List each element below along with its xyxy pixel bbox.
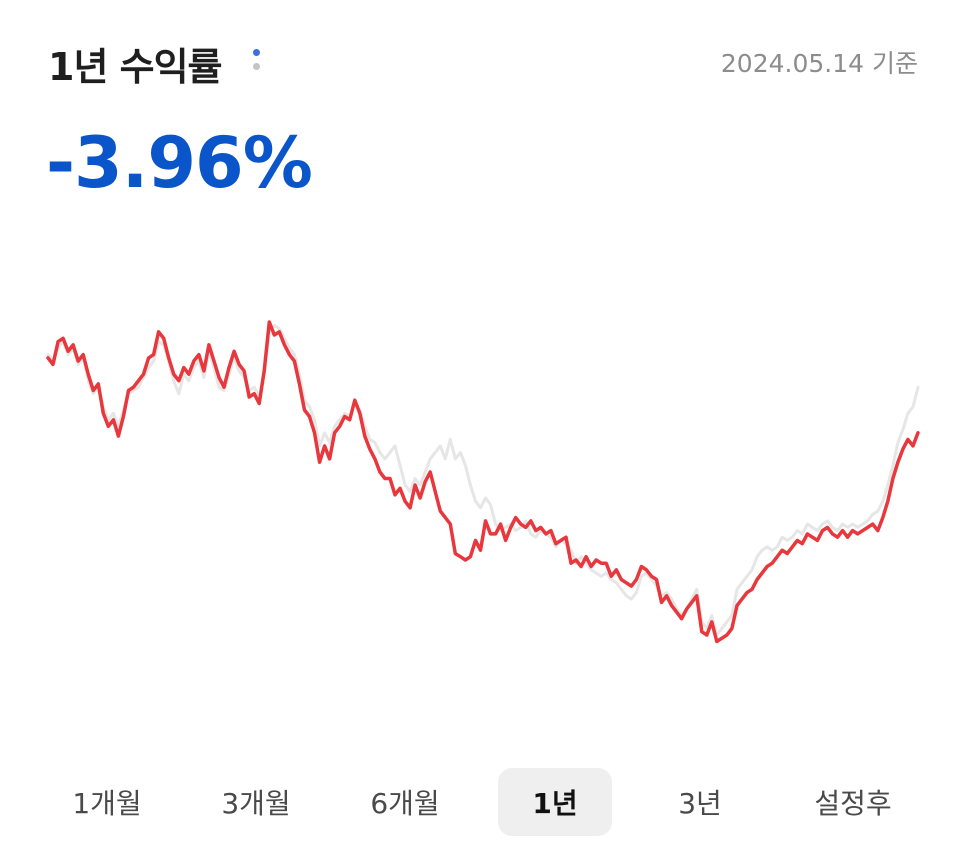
period-tabs: 1개월 3개월 6개월 1년 3년 설정후 [0,768,966,840]
benchmark-return-line [46,323,920,637]
tab-1-month[interactable]: 1개월 [72,787,142,820]
as-of-date: 2024.05.14 기준 [720,49,918,78]
return-value: -3.96% [46,122,313,204]
return-chart [46,320,920,644]
fund-return-line [46,320,920,644]
tab-since-inception[interactable]: 설정후 [814,787,892,820]
info-dot-top [252,49,260,56]
info-menu-icon[interactable] [251,46,261,83]
info-dot-bottom [252,63,260,70]
tab-3-months[interactable]: 3개월 [221,787,291,820]
tab-6-months[interactable]: 6개월 [370,787,440,820]
header: 1년 수익률 2024.05.14 기준 [48,36,918,92]
page-title: 1년 수익률 [48,45,223,89]
tab-1-year[interactable]: 1년 [498,768,612,836]
tab-3-years[interactable]: 3년 [678,787,722,820]
